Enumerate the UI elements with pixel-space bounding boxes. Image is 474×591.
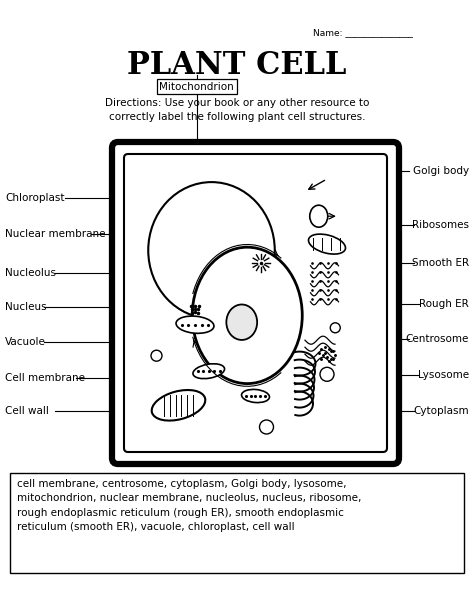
Ellipse shape <box>193 364 225 379</box>
Text: PLANT CELL: PLANT CELL <box>128 50 346 80</box>
Text: Smooth ER: Smooth ER <box>412 258 469 268</box>
Text: Name: _______________: Name: _______________ <box>312 28 412 37</box>
Text: Lysosome: Lysosome <box>418 371 469 380</box>
Text: Golgi body: Golgi body <box>413 167 469 176</box>
Text: Nuclear membrane: Nuclear membrane <box>5 229 106 239</box>
Ellipse shape <box>176 316 214 333</box>
Ellipse shape <box>192 247 302 384</box>
Text: Mitochondrion: Mitochondrion <box>159 82 234 92</box>
Ellipse shape <box>242 389 269 402</box>
Text: Centrosome: Centrosome <box>406 334 469 343</box>
Text: Cytoplasm: Cytoplasm <box>413 406 469 415</box>
Ellipse shape <box>309 234 346 254</box>
Text: Cell membrane: Cell membrane <box>5 374 85 383</box>
Ellipse shape <box>152 390 205 421</box>
Ellipse shape <box>320 367 334 381</box>
Text: Nucleus: Nucleus <box>5 303 46 312</box>
Ellipse shape <box>259 420 273 434</box>
Ellipse shape <box>330 323 340 333</box>
Text: cell membrane, centrosome, cytoplasm, Golgi body, lysosome,
mitochondrion, nucle: cell membrane, centrosome, cytoplasm, Go… <box>17 479 361 532</box>
Text: Rough ER: Rough ER <box>419 300 469 309</box>
Ellipse shape <box>151 350 162 361</box>
Text: Ribosomes: Ribosomes <box>412 220 469 229</box>
Text: Directions: Use your book or any other resource to
correctly label the following: Directions: Use your book or any other r… <box>105 98 369 122</box>
Text: Nucleolus: Nucleolus <box>5 268 56 278</box>
Text: Chloroplast: Chloroplast <box>5 193 64 203</box>
Text: Cell wall: Cell wall <box>5 406 49 415</box>
FancyBboxPatch shape <box>112 142 399 464</box>
Text: Vacuole: Vacuole <box>5 337 46 346</box>
FancyBboxPatch shape <box>10 473 464 573</box>
Ellipse shape <box>227 304 257 340</box>
Ellipse shape <box>148 182 275 319</box>
Ellipse shape <box>310 205 328 227</box>
